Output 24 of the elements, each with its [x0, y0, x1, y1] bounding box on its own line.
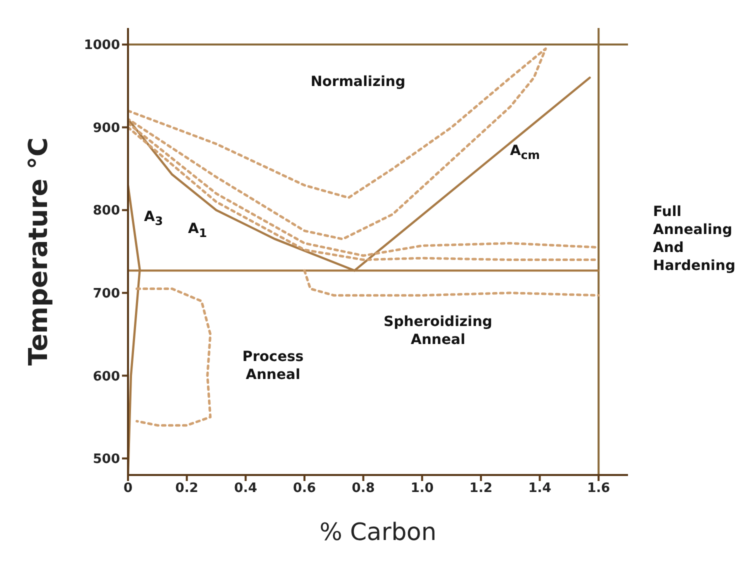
x-tick-label: 1.0: [410, 481, 434, 496]
x-tick-label: 1.2: [469, 481, 492, 496]
y-tick-label: 600: [92, 369, 120, 384]
y-tick-label: 500: [92, 452, 120, 468]
annotation: A$_{1}$: [188, 220, 208, 242]
annotation: Process Anneal: [241, 348, 305, 384]
annotation: Normalizing: [310, 73, 406, 91]
y-tick-label: 800: [92, 204, 120, 219]
x-tick-label: 0.4: [234, 481, 258, 496]
x-tick-label: 0.8: [352, 481, 375, 496]
y-axis-title: Temperature °C: [24, 137, 54, 366]
x-tick-label: 1.6: [587, 481, 610, 496]
y-tick-label: 1000: [84, 38, 120, 54]
x-axis-title: % Carbon: [320, 518, 436, 546]
x-tick-label: 1.4: [528, 481, 552, 496]
annotation: A$_{cm}$: [510, 142, 541, 164]
x-tick-label: 0.2: [175, 481, 198, 496]
y-tick-label: 700: [92, 286, 120, 302]
x-tick-label: 0: [123, 481, 133, 496]
x-tick-label: 0.6: [292, 481, 316, 496]
annotation: Spheroidizing Anneal: [382, 313, 494, 349]
text: Full Annealing And Hardening: [653, 203, 736, 275]
annotation: A$_{3}$: [144, 208, 164, 230]
y-tick-label: 900: [92, 120, 120, 136]
